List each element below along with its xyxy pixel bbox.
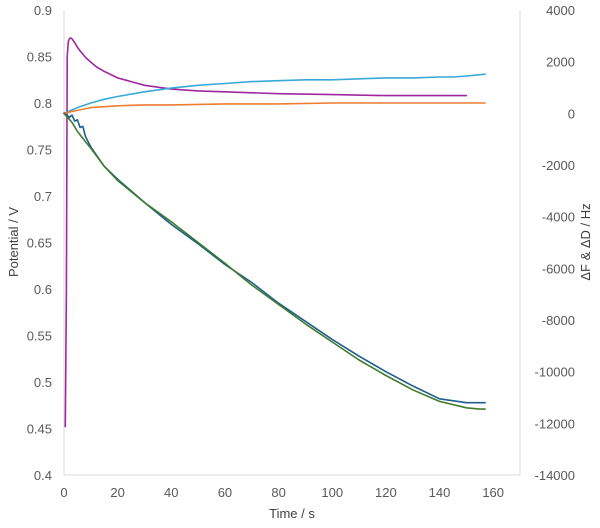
x-tick-label: 100 — [321, 485, 343, 500]
y-right-tick-labels: -14000 -12000 -10000 -8000 -6000 -4000 -2000 0 2… — [535, 3, 575, 483]
y-right-axis-title: ΔF & ΔD / Hz — [578, 203, 593, 280]
y-left-tick-label: 0.9 — [34, 3, 52, 18]
y-left-tick-label: 0.4 — [34, 468, 52, 483]
x-tick-labels: 0 20 40 60 80 100 120 140 160 — [60, 485, 504, 500]
y-left-tick-label: 0.75 — [27, 143, 52, 158]
y-right-tick-label: 2000 — [546, 55, 575, 70]
y-right-tick-label: -2000 — [542, 158, 575, 173]
series-line-2 — [63, 73, 486, 114]
y-left-tick-label: 0.65 — [27, 236, 52, 251]
x-tick-label: 120 — [375, 485, 397, 500]
x-tick-label: 140 — [429, 485, 451, 500]
y-left-tick-label: 0.45 — [27, 422, 52, 437]
series-line-5 — [63, 112, 486, 410]
y-left-tick-labels: 0.4 0.45 0.5 0.55 0.6 0.65 0.7 0.75 0.8 0.85 0.9 — [27, 3, 52, 483]
x-tick-label: 40 — [164, 485, 178, 500]
y-left-tick-label: 0.7 — [34, 189, 52, 204]
y-left-tick-label: 0.8 — [34, 96, 52, 111]
x-tick-label: 160 — [482, 485, 504, 500]
y-right-tick-label: -14000 — [535, 468, 575, 483]
y-right-tick-label: -6000 — [542, 261, 575, 276]
x-tick-label: 60 — [218, 485, 232, 500]
y-right-tick-label: -12000 — [535, 416, 575, 431]
x-tick-label: 0 — [60, 485, 67, 500]
y-left-tick-label: 0.6 — [34, 282, 52, 297]
y-right-tick-label: -8000 — [542, 313, 575, 328]
series-line-3 — [63, 102, 486, 114]
y-right-tick-label: -10000 — [535, 365, 575, 380]
x-tick-label: 80 — [271, 485, 285, 500]
series-line-4 — [63, 112, 486, 404]
y-right-tick-label: 0 — [568, 106, 575, 121]
y-left-tick-label: 0.5 — [34, 375, 52, 390]
y-left-tick-label: 0.85 — [27, 50, 52, 65]
y-left-tick-label: 0.55 — [27, 329, 52, 344]
y-right-tick-label: 4000 — [546, 3, 575, 18]
series-layer — [63, 37, 486, 428]
y-left-axis-title: Potential / V — [6, 207, 21, 277]
series-line-1 — [64, 37, 468, 428]
x-axis-title: Time / s — [269, 506, 315, 521]
y-right-tick-label: -4000 — [542, 210, 575, 225]
x-tick-label: 20 — [110, 485, 124, 500]
